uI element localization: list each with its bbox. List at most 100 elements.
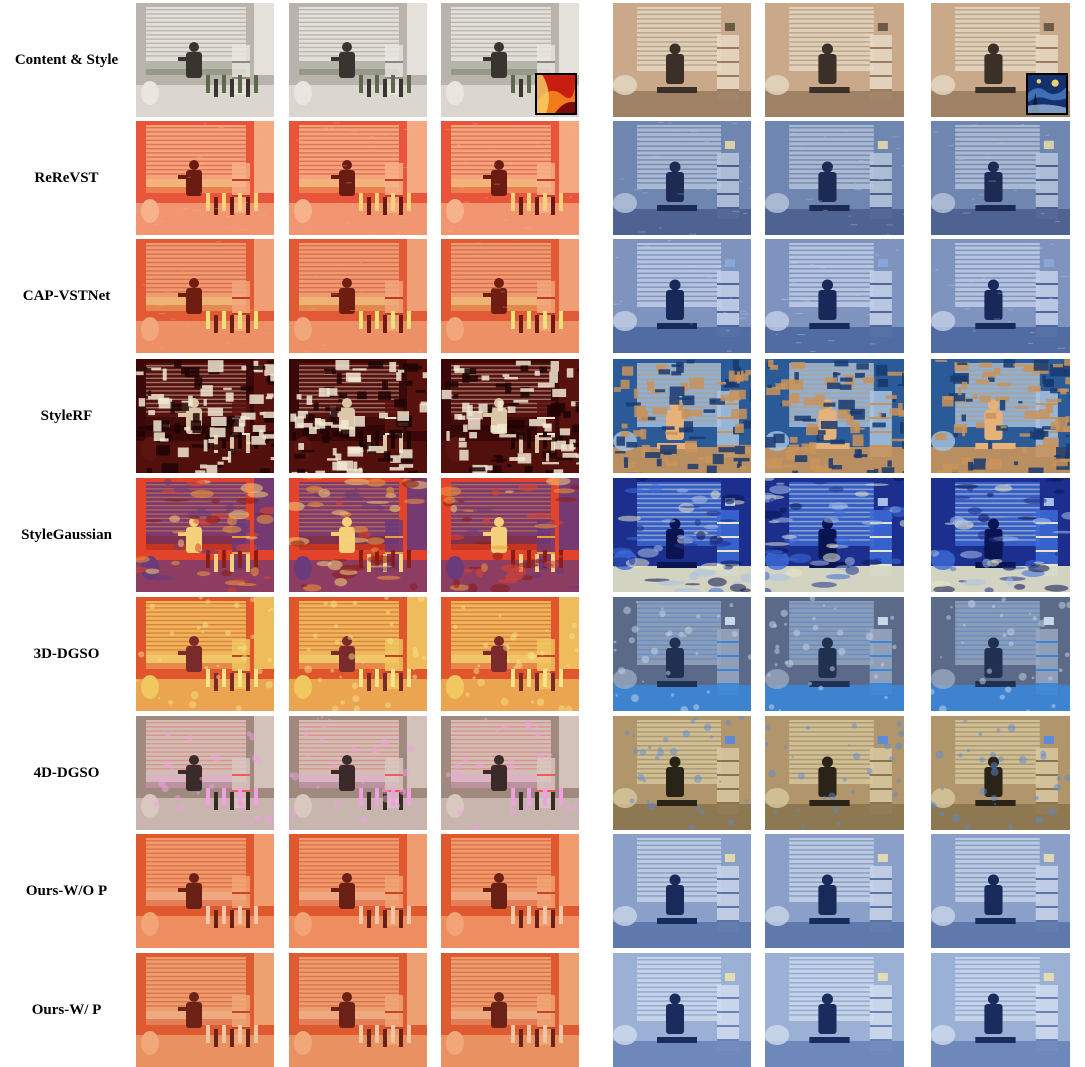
result-frame-scene-b-frame-1 xyxy=(613,834,751,948)
result-frame-scene-b-frame-3 xyxy=(931,239,1070,353)
frame-image xyxy=(931,239,1070,353)
result-frame-scene-a-frame-1 xyxy=(136,121,274,235)
frame-image xyxy=(441,121,579,235)
result-frame-scene-b-frame-3 xyxy=(931,716,1070,830)
row-label: Ours-W/ P xyxy=(0,953,133,1067)
frame-image xyxy=(613,239,751,353)
result-frame-scene-a-frame-3 xyxy=(441,716,579,830)
figure-row-stylegaussian: StyleGaussian xyxy=(0,478,1085,592)
result-frame-scene-b-frame-1 xyxy=(613,121,751,235)
frame-image xyxy=(289,597,427,711)
frame-image xyxy=(765,716,904,830)
result-frame-scene-a-frame-3 xyxy=(441,597,579,711)
frame-image xyxy=(441,597,579,711)
result-frame-scene-a-frame-2 xyxy=(289,239,427,353)
frame-image xyxy=(441,478,579,592)
result-frame-scene-b-frame-3 xyxy=(931,834,1070,948)
result-frame-scene-b-frame-3 xyxy=(931,121,1070,235)
result-frame-scene-b-frame-1 xyxy=(613,716,751,830)
frame-image xyxy=(136,834,274,948)
frame-image xyxy=(765,834,904,948)
result-frame-scene-a-frame-2 xyxy=(289,478,427,592)
result-frame-scene-a-frame-1 xyxy=(136,239,274,353)
figure-row-dgso3d: 3D-DGSO xyxy=(0,597,1085,711)
result-frame-scene-b-frame-3 xyxy=(931,953,1070,1067)
frame-image xyxy=(765,121,904,235)
result-frame-scene-b-frame-1 xyxy=(613,359,751,473)
result-frame-scene-b-frame-1 xyxy=(613,597,751,711)
result-frame-scene-b-frame-1 xyxy=(613,239,751,353)
figure-row-rerevst: ReReVST xyxy=(0,121,1085,235)
result-frame-scene-b-frame-2 xyxy=(765,121,904,235)
frame-image xyxy=(136,121,274,235)
frame-image xyxy=(441,834,579,948)
result-frame-scene-a-frame-2 xyxy=(289,359,427,473)
frame-image xyxy=(765,478,904,592)
result-frame-scene-b-frame-2 xyxy=(765,359,904,473)
result-frame-scene-a-frame-1 xyxy=(136,359,274,473)
result-frame-scene-a-frame-2 xyxy=(289,121,427,235)
row-label: ReReVST xyxy=(0,121,133,235)
row-label: 3D-DGSO xyxy=(0,597,133,711)
frame-image xyxy=(765,239,904,353)
result-frame-scene-a-frame-2 xyxy=(289,597,427,711)
frame-image xyxy=(613,121,751,235)
frame-image xyxy=(289,478,427,592)
frame-image xyxy=(613,597,751,711)
result-frame-scene-a-frame-2 xyxy=(289,953,427,1067)
frame-image xyxy=(441,239,579,353)
row-label: StyleRF xyxy=(0,359,133,473)
result-frame-scene-b-frame-2 xyxy=(765,834,904,948)
result-frame-scene-a-frame-3 xyxy=(441,121,579,235)
frame-image xyxy=(289,3,427,117)
frame-image xyxy=(613,834,751,948)
frame-image xyxy=(613,3,751,117)
result-frame-scene-a-frame-1 xyxy=(136,597,274,711)
row-label: CAP-VSTNet xyxy=(0,239,133,353)
frame-image xyxy=(289,834,427,948)
figure-row-stylerf: StyleRF xyxy=(0,359,1085,473)
result-frame-scene-a-frame-2 xyxy=(289,716,427,830)
result-frame-scene-b-frame-3 xyxy=(931,597,1070,711)
frame-image xyxy=(136,478,274,592)
frame-image xyxy=(931,359,1070,473)
result-frame-scene-b-frame-1 xyxy=(613,953,751,1067)
frame-image xyxy=(931,597,1070,711)
result-frame-scene-a-frame-3 xyxy=(441,239,579,353)
frame-image xyxy=(136,359,274,473)
result-frame-scene-a-frame-1 xyxy=(136,716,274,830)
frame-image xyxy=(136,597,274,711)
frame-image xyxy=(289,239,427,353)
figure-row-ours_wop: Ours-W/O P xyxy=(0,834,1085,948)
row-label: 4D-DGSO xyxy=(0,716,133,830)
frame-image xyxy=(765,597,904,711)
result-frame-scene-b-frame-2 xyxy=(765,597,904,711)
result-frame-scene-a-frame-3 xyxy=(441,359,579,473)
row-label: Content & Style xyxy=(0,3,133,117)
result-frame-scene-a-frame-2 xyxy=(289,834,427,948)
result-frame-scene-b-frame-2 xyxy=(765,953,904,1067)
result-frame-scene-b-frame-2 xyxy=(765,3,904,117)
frame-image xyxy=(441,716,579,830)
frame-image xyxy=(136,716,274,830)
frame-image xyxy=(289,716,427,830)
result-frame-scene-b-frame-1 xyxy=(613,478,751,592)
frame-image xyxy=(136,953,274,1067)
frame-image xyxy=(441,359,579,473)
frame-image xyxy=(289,121,427,235)
result-frame-scene-b-frame-1 xyxy=(613,3,751,117)
result-frame-scene-a-frame-3 xyxy=(441,953,579,1067)
style-reference-inset-red-floral-painting xyxy=(535,73,577,115)
frame-image xyxy=(613,953,751,1067)
frame-image xyxy=(613,359,751,473)
figure-row-dgso4d: 4D-DGSO xyxy=(0,716,1085,830)
frame-image xyxy=(765,359,904,473)
frame-image xyxy=(613,478,751,592)
frame-image xyxy=(931,121,1070,235)
frame-image xyxy=(765,3,904,117)
result-frame-scene-a-frame-1 xyxy=(136,478,274,592)
result-frame-scene-a-frame-2 xyxy=(289,3,427,117)
frame-image xyxy=(289,953,427,1067)
row-label: Ours-W/O P xyxy=(0,834,133,948)
